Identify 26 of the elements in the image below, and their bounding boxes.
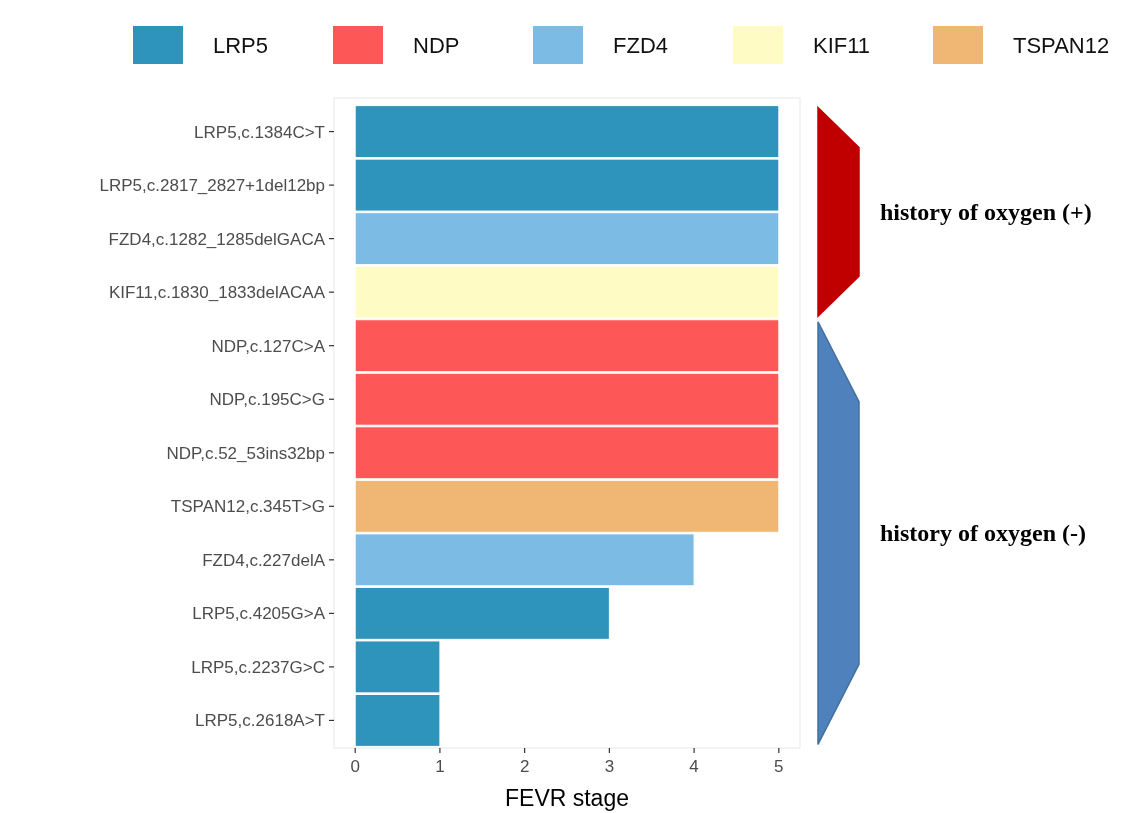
legend-label: NDP (413, 33, 460, 58)
x-tick-label: 1 (435, 757, 445, 776)
x-tick-label: 5 (774, 757, 784, 776)
x-axis-title: FEVR stage (505, 785, 629, 811)
x-tick-label: 3 (604, 757, 615, 776)
y-tick-label: LRP5,c.4205G>A (192, 604, 326, 624)
text: history of oxygen (-) (880, 520, 1086, 547)
x-tick-label: 0 (350, 757, 360, 776)
y-tick-label: FZD4,c.227delA (202, 550, 326, 570)
x-tick-label: 4 (689, 757, 699, 776)
y-tick-label: LRP5,c.2237G>C (191, 657, 325, 677)
y-tick-label: FZD4,c.1282_1285delGACA (108, 229, 326, 249)
y-tick-label: NDP,c.127C>A (211, 336, 326, 356)
y-tick-label: NDP,c.195C>G (209, 390, 325, 410)
y-tick-label: LRP5,c.1384C>T (194, 122, 325, 142)
y-tick-label: KIF11,c.1830_1833delACAA (108, 283, 326, 303)
legend-label: TSPAN12 (1013, 33, 1110, 58)
legend-label: KIF11 (813, 33, 871, 58)
legend-label: FZD4 (613, 33, 668, 58)
y-tick-label: LRP5,c.2817_2827+1del12bp (99, 176, 325, 196)
legend-label: LRP5 (213, 33, 269, 58)
text: history of oxygen (+) (880, 198, 1092, 225)
y-tick-label: LRP5,c.2618A>T (195, 711, 325, 731)
y-tick-label: TSPAN12,c.345T>G (170, 497, 325, 517)
y-tick-label: NDP,c.52_53ins32bp (166, 443, 325, 463)
x-tick-label: 2 (519, 757, 530, 776)
